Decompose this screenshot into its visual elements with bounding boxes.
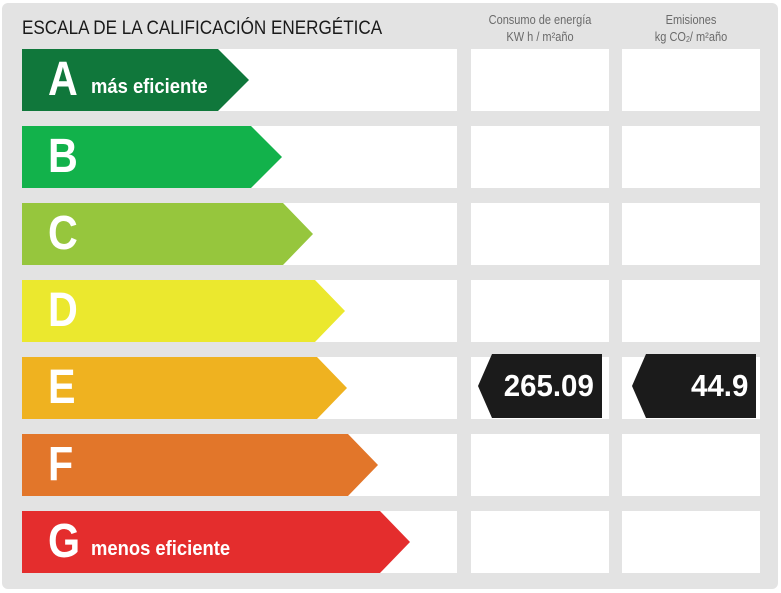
- rating-letter-a: A: [48, 53, 78, 106]
- emisiones-cell-g: [622, 511, 760, 573]
- emisiones-value-marker: 44.9: [632, 354, 756, 418]
- emisiones-cell-c: [622, 203, 760, 265]
- consumo-cell-a: [471, 49, 609, 111]
- consumo-value-marker: 265.09: [478, 354, 602, 418]
- rating-letter-g: G: [48, 515, 81, 568]
- consumo-header-line1: Consumo de energía: [488, 13, 592, 27]
- emisiones-cell-d: [622, 280, 760, 342]
- rating-arrow-e: [22, 357, 347, 419]
- rating-letter-c: C: [48, 207, 78, 260]
- rating-arrow-a: [22, 49, 249, 111]
- rating-label-g: menos eficiente: [91, 538, 231, 560]
- consumo-value: 265.09: [503, 368, 594, 403]
- emisiones-column-header: Emisiones kg CO2/ m²año: [630, 12, 751, 48]
- page-title: ESCALA DE LA CALIFICACIÓN ENERGÉTICA: [22, 18, 383, 39]
- rating-letter-f: F: [48, 438, 74, 491]
- rating-arrow-b: [22, 126, 282, 188]
- rating-letter-b: B: [48, 130, 78, 183]
- rating-arrow-c: [22, 203, 313, 265]
- emisiones-cell-b: [622, 126, 760, 188]
- consumo-column-header: Consumo de energía KW h / m²año: [479, 12, 600, 46]
- rating-arrow-f: [22, 434, 378, 496]
- rating-arrow-g: [22, 511, 410, 573]
- emisiones-header-line1: Emisiones: [665, 13, 717, 27]
- emisiones-cell-f: [622, 434, 760, 496]
- emisiones-header-line2: kg CO2/ m²año: [654, 30, 728, 44]
- rating-arrow-d: [22, 280, 345, 342]
- rating-letter-e: E: [48, 361, 76, 414]
- consumo-cell-f: [471, 434, 609, 496]
- consumo-cell-c: [471, 203, 609, 265]
- consumo-cell-g: [471, 511, 609, 573]
- consumo-cell-b: [471, 126, 609, 188]
- consumo-cell-d: [471, 280, 609, 342]
- rating-letter-d: D: [48, 284, 78, 337]
- emisiones-cell-a: [622, 49, 760, 111]
- consumo-header-line2: KW h / m²año: [506, 30, 574, 44]
- emisiones-value: 44.9: [690, 368, 748, 403]
- rating-label-a: más eficiente: [91, 76, 208, 98]
